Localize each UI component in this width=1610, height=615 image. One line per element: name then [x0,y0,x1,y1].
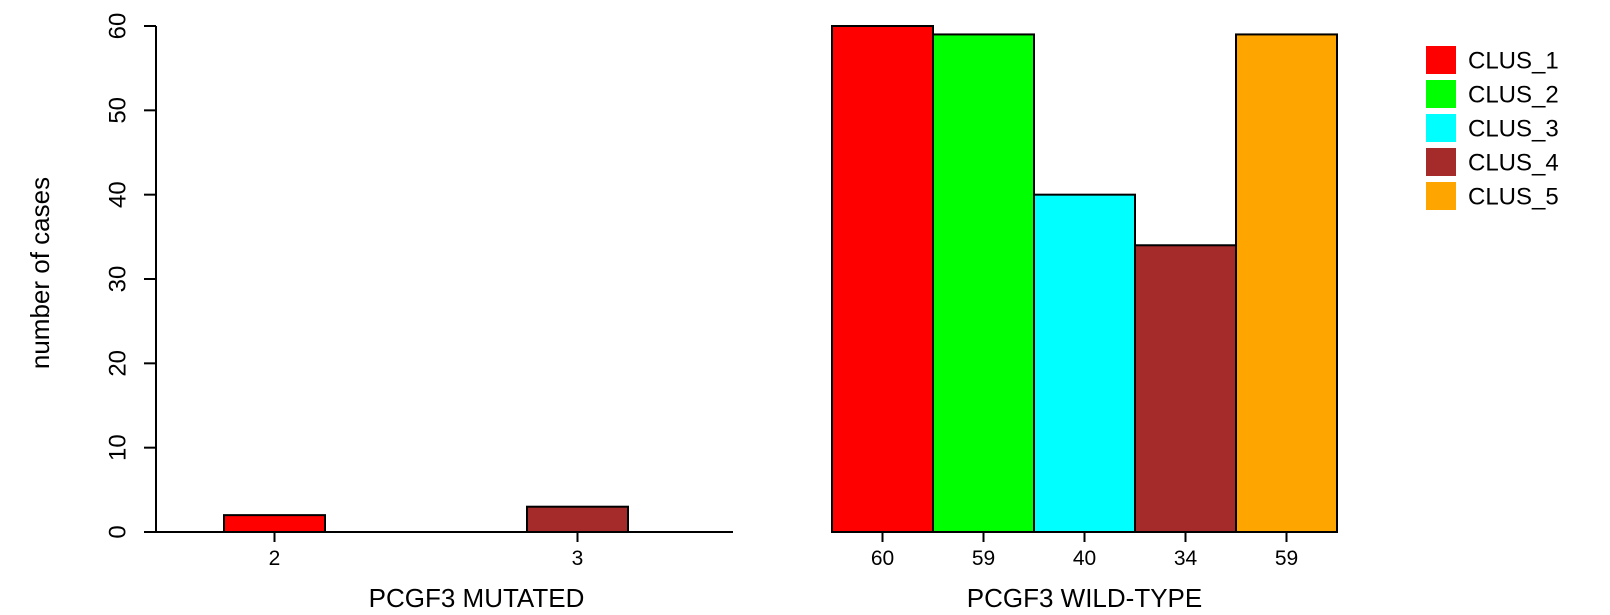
y-tick-label: 10 [105,434,132,461]
count-label: 2 [269,547,281,570]
y-tick-label: 60 [105,13,132,40]
y-tick-label: 40 [105,181,132,208]
bar-clus-4 [526,505,629,534]
legend-swatch [1426,46,1456,74]
count-label: 3 [572,547,584,570]
bar-clus-3 [1033,193,1136,534]
count-label: 59 [972,547,995,570]
legend-swatch [1426,114,1456,142]
legend: CLUS_1 CLUS_2 CLUS_3 CLUS_4 CLUS_5 [1426,46,1559,211]
legend-label: CLUS_5 [1468,184,1559,211]
count-label: 60 [871,547,894,570]
group-label: PCGF3 WILD-TYPE [967,583,1202,613]
y-axis-title: number of cases [25,177,55,369]
legend-swatch [1426,80,1456,108]
bar-clus-4 [1134,244,1237,533]
count-label: 40 [1073,547,1096,570]
bar-clus-5 [1235,33,1338,534]
y-tick-label: 50 [105,97,132,124]
legend-swatch [1426,148,1456,176]
y-tick-label: 20 [105,350,132,377]
y-axis: 0 10 20 30 40 50 60 number of cases [25,13,157,539]
legend-label: CLUS_3 [1468,116,1559,143]
y-tick-label: 30 [105,266,132,293]
panel-wild-type: 60 59 40 34 59 PCGF3 WILD-TYPE [831,25,1338,613]
group-label: PCGF3 MUTATED [369,583,585,613]
bar-clus-2 [932,33,1035,534]
panel-mutated: 2 3 PCGF3 MUTATED [156,505,733,613]
chart-panels: 2 3 PCGF3 MUTATED 60 59 40 34 59 PCGF3 WILD-TYPE [156,25,1338,613]
legend-label: CLUS_1 [1468,48,1559,75]
bar-clus-1 [831,25,934,533]
legend-label: CLUS_2 [1468,82,1559,109]
legend-swatch [1426,182,1456,210]
bar-clus-1 [223,514,326,534]
legend-label: CLUS_4 [1468,150,1559,177]
y-tick-label: 0 [105,525,132,538]
count-label: 59 [1275,547,1298,570]
count-label: 34 [1174,547,1198,570]
